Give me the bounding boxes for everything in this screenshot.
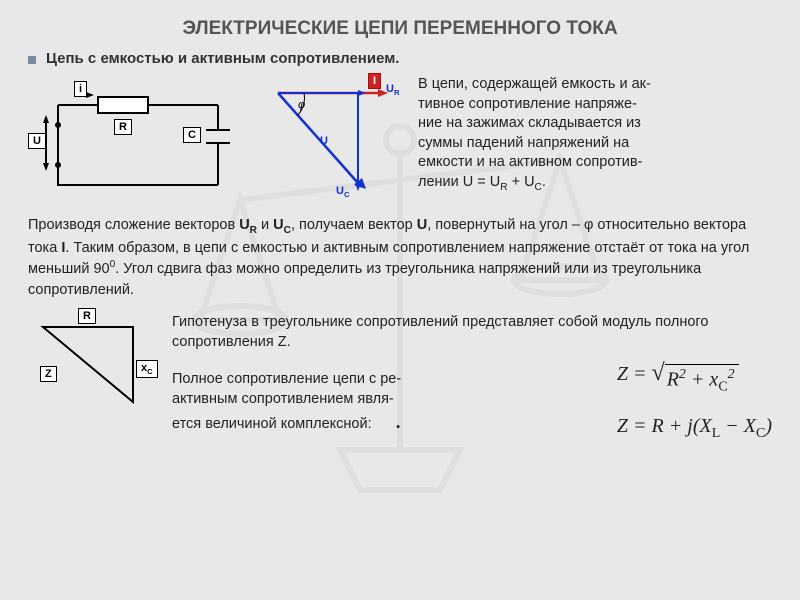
vector-label-ur: UR xyxy=(386,83,400,97)
p1-l1: В цепи, содержащей емкость и ак- xyxy=(418,76,651,92)
circuit-label-u: U xyxy=(28,133,46,149)
tri-label-xc: xC xyxy=(136,360,158,378)
subtitle: Цепь с емкостью и активным сопротивление… xyxy=(46,50,399,67)
circuit-label-i: i xyxy=(74,81,87,97)
page-title: ЭЛЕКТРИЧЕСКИЕ ЦЕПИ ПЕРЕМЕННОГО ТОКА xyxy=(28,18,772,40)
p1-l3: ние на зажимах складывается из xyxy=(418,115,641,131)
vector-label-i: I xyxy=(368,73,381,89)
p1-l2: тивное сопротивление напряже- xyxy=(418,96,637,112)
impedance-triangle: R Z xC xyxy=(28,312,158,422)
circuit-diagram: i U R C xyxy=(28,75,248,205)
p1-l5: емкости и на активном сопротив- xyxy=(418,154,642,170)
bullet-icon xyxy=(28,56,36,64)
p1-l4: суммы падений напряжений на xyxy=(418,135,629,151)
vector-label-uc: UC xyxy=(336,185,350,199)
tri-label-r: R xyxy=(78,308,96,324)
full-b: активным сопротивлением явля- xyxy=(172,389,597,409)
formula-1: Z = √R2 + xC2 xyxy=(617,360,772,397)
paragraph-2: Производя сложение векторов UR и UC, пол… xyxy=(28,215,772,300)
circuit-label-c: C xyxy=(183,127,201,143)
formula-block: Z = √R2 + xC2 Z = R + j(XL − XC) xyxy=(617,360,772,443)
paragraph-1: В цепи, содержащей емкость и ак- тивное … xyxy=(418,75,772,205)
formula-2: Z = R + j(XL − XC) xyxy=(617,412,772,444)
circuit-label-r: R xyxy=(114,119,132,135)
vector-label-u: U xyxy=(320,135,328,147)
vector-diagram: I UR U UC φ xyxy=(258,75,408,205)
column-2: Гипотенуза в треугольнике сопротивлений … xyxy=(172,312,772,443)
tri-label-z: Z xyxy=(40,366,57,382)
full-a: Полное сопротивление цепи с ре- xyxy=(172,369,597,389)
p1-last: лении U = U xyxy=(418,174,500,190)
hyp-text: Гипотенуза в треугольнике сопротивлений … xyxy=(172,312,772,353)
full-c: ется величиной комплексной: . xyxy=(172,410,597,435)
subtitle-row: Цепь с емкостью и активным сопротивление… xyxy=(28,50,772,67)
vector-label-phi: φ xyxy=(298,99,305,111)
